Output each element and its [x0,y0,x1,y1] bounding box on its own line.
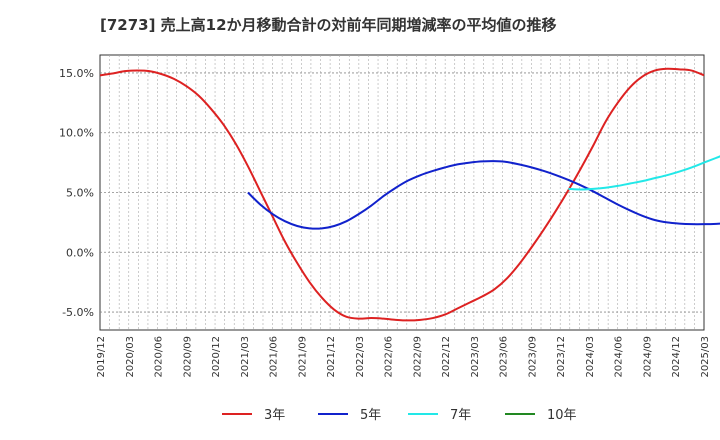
y-tick-label: 0.0% [66,246,94,259]
x-tick-label: 2024/12 [671,336,682,378]
x-tick-label: 2020/12 [211,336,222,378]
x-tick-label: 2022/09 [412,336,423,378]
x-tick-label: 2022/12 [441,336,452,378]
x-tick-label: 2023/09 [527,336,538,378]
chart-title: [7273] 売上高12か月移動合計の対前年同期増減率の平均値の推移 [100,16,557,34]
series-line-5年 [247,160,720,230]
y-tick-label: 15.0% [59,67,94,80]
legend-label-5年: 5年 [360,408,381,423]
legend-label-3年: 3年 [264,408,285,423]
x-tick-label: 2023/03 [470,336,481,378]
legend-label-10年: 10年 [547,408,577,423]
x-tick-label: 2022/06 [384,336,395,378]
y-tick-label: 5.0% [66,187,94,200]
x-tick-label: 2023/06 [499,336,510,378]
x-tick-label: 2024/03 [585,336,596,378]
x-tick-label: 2021/03 [240,336,251,378]
x-tick-label: 2021/06 [269,336,280,378]
x-tick-label: 2022/03 [355,336,366,378]
y-tick-label: 10.0% [59,127,94,140]
x-tick-label: 2024/06 [614,336,625,378]
x-tick-label: 2023/12 [556,336,567,378]
x-tick-label: 2025/03 [700,336,711,378]
series-line-3年 [99,67,705,322]
x-tick-label: 2024/09 [642,336,653,378]
x-tick-label: 2019/12 [96,336,107,378]
x-tick-label: 2021/12 [326,336,337,378]
x-tick-label: 2021/09 [297,336,308,378]
x-tick-label: 2020/03 [125,336,136,378]
series-line-7年 [568,155,720,191]
legend-label-7年: 7年 [450,408,471,423]
x-tick-label: 2020/06 [154,336,165,378]
y-tick-label: -5.0% [62,306,94,319]
x-tick-label: 2020/09 [182,336,193,378]
